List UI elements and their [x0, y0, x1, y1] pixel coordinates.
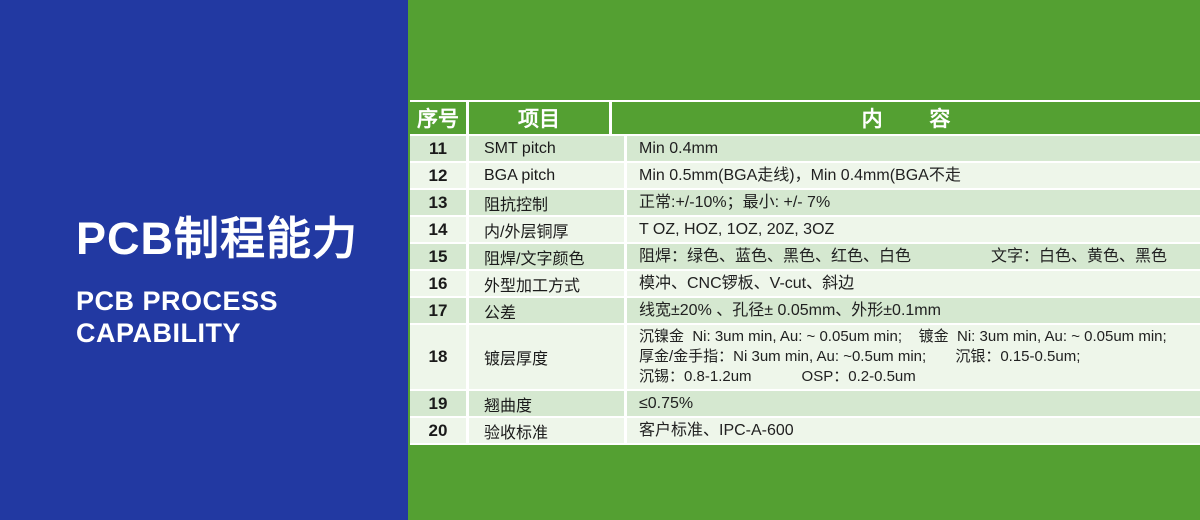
- row-no: 13: [410, 190, 469, 215]
- row-content: 阻焊：绿色、蓝色、黑色、红色、白色 文字：白色、黄色、黑色: [627, 244, 1200, 269]
- content-line: 正常:+/-10%；最小: +/- 7%: [639, 194, 831, 211]
- row-no: 19: [410, 391, 469, 416]
- content-line: 阻焊：绿色、蓝色、黑色、红色、白色 文字：白色、黄色、黑色: [639, 248, 1168, 265]
- content-line: T OZ, HOZ, 1OZ, 20Z, 3OZ: [639, 221, 835, 238]
- table-row: 17 公差 线宽±20% 、孔径± 0.05mm、外形±0.1mm: [410, 296, 1200, 323]
- row-item: 验收标准: [469, 418, 627, 443]
- table-row: 19 翘曲度 ≤0.75%: [410, 389, 1200, 416]
- left-title-panel: PCB制程能力 PCB PROCESS CAPABILITY: [0, 0, 408, 520]
- row-no: 11: [410, 136, 469, 161]
- table-row: 16 外型加工方式 模冲、CNC锣板、V-cut、斜边: [410, 269, 1200, 296]
- capability-table: 序号 项目 内 容 11 SMT pitch Min 0.4mm 12 BGA …: [410, 100, 1200, 445]
- row-content: T OZ, HOZ, 1OZ, 20Z, 3OZ: [627, 217, 1200, 242]
- row-no: 16: [410, 271, 469, 296]
- row-no: 20: [410, 418, 469, 443]
- content-line: 沉锡：0.8-1.2um OSP：0.2-0.5um: [639, 368, 916, 385]
- content-line: 沉镍金 Ni: 3um min, Au: ~ 0.05um min; 镀金 Ni…: [639, 328, 1167, 345]
- row-item: 公差: [469, 298, 627, 323]
- content-line: Min 0.5mm(BGA走线)，Min 0.4mm(BGA不走: [639, 167, 961, 184]
- content-line: ≤0.75%: [639, 395, 694, 412]
- row-content: ≤0.75%: [627, 391, 1200, 416]
- header-cell-content: 内 容: [861, 108, 951, 131]
- table-row: 14 内/外层铜厚 T OZ, HOZ, 1OZ, 20Z, 3OZ: [410, 215, 1200, 242]
- row-item: 外型加工方式: [469, 271, 627, 296]
- row-content: 沉镍金 Ni: 3um min, Au: ~ 0.05um min; 镀金 Ni…: [627, 325, 1200, 389]
- row-item: 阻焊/文字颜色: [469, 244, 627, 269]
- page-title: PCB制程能力: [76, 213, 359, 264]
- table-row: 18 镀层厚度 沉镍金 Ni: 3um min, Au: ~ 0.05um mi…: [410, 323, 1200, 389]
- content-line: Min 0.4mm: [639, 140, 719, 157]
- table-row: 15 阻焊/文字颜色 阻焊：绿色、蓝色、黑色、红色、白色 文字：白色、黄色、黑色: [410, 242, 1200, 269]
- page-subtitle: PCB PROCESS CAPABILITY: [76, 285, 358, 351]
- table-header-row: 序号 项目 内 容: [410, 102, 1200, 134]
- content-line: 客户标准、IPC-A-600: [639, 422, 794, 439]
- page-subtitle-line-1: PCB PROCESS: [76, 285, 279, 316]
- row-item: 翘曲度: [469, 391, 627, 416]
- content-line: 模冲、CNC锣板、V-cut、斜边: [639, 275, 855, 292]
- table-row: 12 BGA pitch Min 0.5mm(BGA走线)，Min 0.4mm(…: [410, 161, 1200, 188]
- table-row: 13 阻抗控制 正常:+/-10%；最小: +/- 7%: [410, 188, 1200, 215]
- row-content: 正常:+/-10%；最小: +/- 7%: [627, 190, 1200, 215]
- header-cell-item: 项目: [469, 102, 612, 134]
- row-item: 阻抗控制: [469, 190, 627, 215]
- row-content: Min 0.5mm(BGA走线)，Min 0.4mm(BGA不走: [627, 163, 1200, 188]
- content-line: 线宽±20% 、孔径± 0.05mm、外形±0.1mm: [639, 302, 941, 319]
- page-subtitle-line-2: CAPABILITY: [76, 318, 241, 349]
- row-content: 线宽±20% 、孔径± 0.05mm、外形±0.1mm: [627, 298, 1200, 323]
- title-block: PCB制程能力 PCB PROCESS CAPABILITY: [76, 214, 358, 350]
- header-cell-no: 序号: [410, 102, 469, 134]
- row-item: SMT pitch: [469, 136, 627, 161]
- content-line: 厚金/金手指：Ni 3um min, Au: ~0.5um min; 沉银：0.…: [639, 348, 1081, 365]
- row-no: 18: [410, 325, 469, 389]
- table-row: 11 SMT pitch Min 0.4mm: [410, 134, 1200, 161]
- row-no: 17: [410, 298, 469, 323]
- row-content: Min 0.4mm: [627, 136, 1200, 161]
- row-item: 镀层厚度: [469, 325, 627, 389]
- row-content: 客户标准、IPC-A-600: [627, 418, 1200, 443]
- table-body: 11 SMT pitch Min 0.4mm 12 BGA pitch Min …: [410, 134, 1200, 443]
- row-no: 12: [410, 163, 469, 188]
- row-no: 14: [410, 217, 469, 242]
- row-content: 模冲、CNC锣板、V-cut、斜边: [627, 271, 1200, 296]
- row-no: 15: [410, 244, 469, 269]
- table-row: 20 验收标准 客户标准、IPC-A-600: [410, 416, 1200, 443]
- row-item: 内/外层铜厚: [469, 217, 627, 242]
- row-item: BGA pitch: [469, 163, 627, 188]
- table-panel: 序号 项目 内 容 11 SMT pitch Min 0.4mm 12 BGA …: [408, 0, 1200, 520]
